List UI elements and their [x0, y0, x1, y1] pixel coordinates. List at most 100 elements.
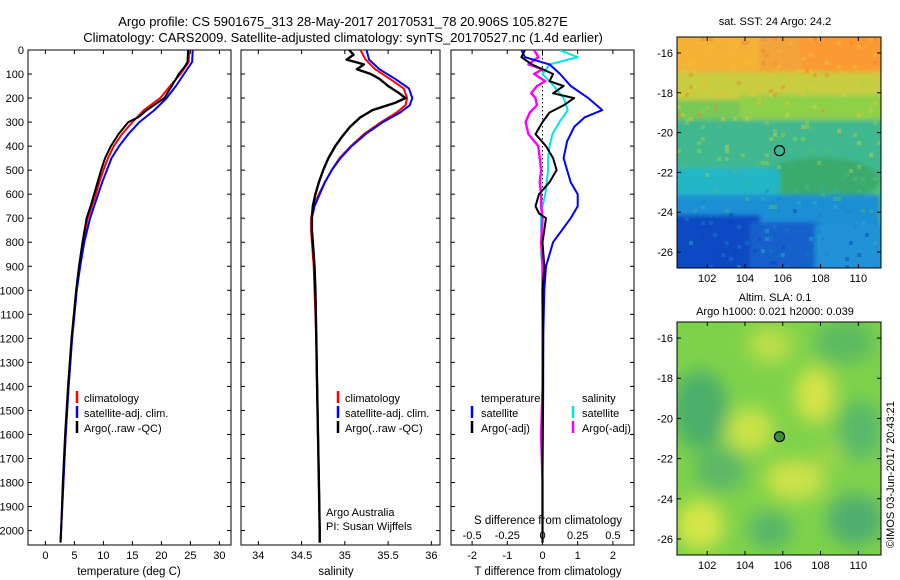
sst-pixel: [801, 57, 805, 61]
sst-pixel: [793, 209, 797, 213]
sst-pixel: [717, 253, 721, 257]
sst-pixel: [765, 161, 769, 165]
sst-pixel: [861, 221, 865, 225]
sst-pixel: [805, 89, 809, 93]
depth-tick-label: 1500: [0, 405, 24, 417]
sst-pixel: [677, 113, 681, 117]
sst-pixel: [817, 229, 821, 233]
sst-pixel: [805, 253, 809, 257]
sst-pixel: [737, 225, 741, 229]
sst-pixel: [789, 41, 793, 45]
sst-pixel: [745, 197, 749, 201]
sst-pixel: [777, 49, 781, 53]
temperature-x-label: temperature (deg C): [77, 566, 181, 578]
sst-pixel: [769, 261, 773, 265]
sst-pixel: [725, 257, 729, 261]
lon-tick-label: 106: [774, 560, 792, 572]
sst-pixel: [681, 69, 685, 73]
sst-pixel: [809, 237, 813, 241]
sst-pixel: [745, 181, 749, 185]
legend-label-t-argo: Argo(-adj): [481, 423, 530, 435]
lat-tick-label: -24: [657, 207, 673, 219]
sst-pixel: [685, 121, 689, 125]
sst-pixel: [873, 177, 877, 181]
x-tick-label: 10: [97, 550, 109, 562]
sst-map-title: sat. SST: 24 Argo: 24.2: [719, 16, 832, 28]
sst-pixel: [825, 149, 829, 153]
sst-pixel: [873, 221, 877, 225]
lon-tick-label: 104: [736, 273, 754, 285]
sst-pixel: [677, 149, 681, 153]
sst-pixel: [705, 173, 709, 177]
temperature-x-axis: 0 5 10 15 20 25 30: [42, 50, 226, 562]
legend-label-climatology: climatology: [84, 393, 140, 405]
sst-pixel: [737, 81, 741, 85]
sst-pixel: [701, 205, 705, 209]
sst-pixel: [821, 109, 825, 113]
sst-pixel: [805, 121, 809, 125]
sst-pixel: [721, 93, 725, 97]
sst-pixel: [857, 45, 861, 49]
sst-pixel: [765, 53, 769, 57]
depth-tick-label: 400: [6, 141, 24, 153]
sst-pixel: [701, 201, 705, 205]
sst-pixel: [857, 113, 861, 117]
depth-tick-label: 800: [6, 237, 24, 249]
sst-pixel: [813, 249, 817, 253]
depth-tick-label: 100: [6, 69, 24, 81]
sst-pixel: [757, 101, 761, 105]
sst-pixel: [809, 85, 813, 89]
legend-label-climatology: climatology: [345, 393, 401, 405]
sst-pixel: [821, 237, 825, 241]
sst-pixel: [721, 253, 725, 257]
sst-map-frame: [676, 36, 882, 269]
sst-pixel: [725, 145, 729, 149]
sst-pixel: [769, 73, 773, 77]
sst-pixel: [733, 45, 737, 49]
sst-pixel: [761, 61, 765, 65]
sst-pixel: [761, 197, 765, 201]
sst-pixel: [845, 77, 849, 81]
sst-pixel: [753, 249, 757, 253]
sst-pixel: [697, 149, 701, 153]
sst-pixel: [737, 265, 741, 268]
x-tick-label: 5: [71, 550, 77, 562]
sst-pixel: [853, 177, 857, 181]
sst-pixel: [701, 125, 705, 129]
sst-pixel: [817, 213, 821, 217]
sst-pixel: [709, 213, 713, 217]
satellite-adj-climatology-line: [310, 50, 414, 543]
sst-pixel: [765, 189, 769, 193]
sst-pixel: [857, 189, 861, 193]
depth-tick-label: 0: [18, 45, 24, 57]
sst-pixel: [689, 61, 693, 65]
lon-tick-label: 108: [811, 273, 829, 285]
sst-pixel: [721, 117, 725, 121]
sst-pixel: [729, 77, 733, 81]
sst-pixel: [773, 93, 777, 97]
depth-tick-label: 1900: [0, 502, 24, 514]
sst-pixel: [681, 113, 685, 117]
sst-pixel: [689, 85, 693, 89]
sst-pixel: [729, 213, 733, 217]
x-tick-label: 25: [184, 550, 196, 562]
sst-pixel: [837, 41, 841, 45]
sst-pixel: [873, 177, 877, 181]
sst-pixel: [709, 45, 713, 49]
depth-tick-label: 300: [6, 117, 24, 129]
sla-float-marker: [773, 431, 786, 443]
sst-pixel: [701, 137, 705, 141]
sst-pixel: [805, 185, 809, 189]
sst-pixel: [677, 93, 681, 97]
sst-pixel: [873, 61, 877, 65]
legend-header-salinity: salinity: [582, 393, 616, 405]
sst-pixel: [789, 105, 793, 109]
sst-pixel: [761, 49, 765, 53]
sst-pixel: [769, 165, 773, 169]
sst-pixel: [773, 133, 777, 137]
sst-pixel: [785, 113, 789, 117]
sst-pixel: [841, 93, 845, 97]
sst-pixel: [877, 133, 881, 137]
sst-pixel: [773, 225, 777, 229]
sst-pixel: [725, 209, 729, 213]
